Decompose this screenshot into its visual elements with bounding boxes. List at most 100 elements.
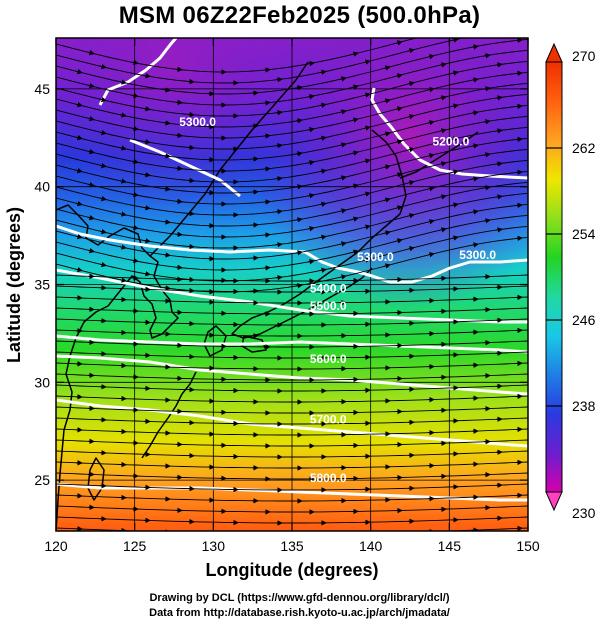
streamline-arrow xyxy=(483,119,491,125)
streamline-arrow xyxy=(439,161,447,167)
streamline xyxy=(56,483,528,491)
streamline-arrow xyxy=(131,191,139,198)
streamline-arrow xyxy=(407,246,415,252)
streamline-arrow xyxy=(87,82,95,89)
colorbar-top-triangle xyxy=(545,42,563,63)
streamline-arrow xyxy=(87,148,95,155)
streamline-arrow xyxy=(75,266,83,273)
streamline-arrow xyxy=(99,195,107,202)
streamline-arrow xyxy=(275,175,283,182)
streamline-arrow xyxy=(87,49,95,56)
y-axis-title: Latitude (degrees) xyxy=(4,207,24,363)
streamline-arrow xyxy=(427,87,435,93)
streamline-arrow xyxy=(440,31,446,32)
streamline-arrow xyxy=(119,277,127,283)
streamline xyxy=(56,192,528,249)
streamline-arrow xyxy=(295,184,303,190)
streamline-arrow xyxy=(163,219,171,225)
streamline xyxy=(56,38,528,95)
streamline xyxy=(56,362,528,370)
y-tick-label: 35 xyxy=(34,277,50,293)
contour-5700 xyxy=(56,398,528,448)
y-tick-label: 25 xyxy=(34,472,50,488)
streamline xyxy=(56,428,528,436)
streamline-arrow xyxy=(319,69,327,75)
streamline-arrow xyxy=(131,92,139,99)
streamline-arrow xyxy=(163,153,171,159)
y-tick-label: 30 xyxy=(34,374,50,390)
chart-title: MSM 06Z22Feb2025 (500.0hPa) xyxy=(118,2,481,29)
streamline-arrow xyxy=(339,241,347,247)
streamline-arrow xyxy=(175,66,183,73)
streamline-arrow xyxy=(407,114,415,120)
streamline xyxy=(56,203,528,260)
streamline-arrow xyxy=(451,38,459,43)
streamline-arrow xyxy=(439,128,447,134)
streamline-arrow xyxy=(351,51,359,57)
streamline-arrow xyxy=(295,118,303,124)
streamline xyxy=(56,461,528,469)
streamline-arrow xyxy=(163,285,171,291)
streamline-arrow xyxy=(163,120,171,126)
streamline-arrow xyxy=(471,209,479,215)
y-tick-label: 45 xyxy=(34,81,50,97)
streamline-arrow xyxy=(163,252,171,258)
streamline-arrow xyxy=(363,191,371,197)
x-tick-label: 130 xyxy=(202,538,226,554)
streamline xyxy=(56,93,528,150)
streamline-arrow xyxy=(363,257,371,263)
streamline-arrow xyxy=(75,233,83,240)
streamline-arrow xyxy=(175,99,183,106)
streamline-arrow xyxy=(407,213,415,219)
streamline-arrow xyxy=(515,202,523,209)
streamline-arrow xyxy=(515,38,523,44)
streamline-arrow xyxy=(263,199,271,205)
streamline-arrow xyxy=(427,120,435,126)
contour-5500 xyxy=(56,334,528,354)
streamline-arrow xyxy=(451,169,459,175)
streamline-arrow xyxy=(75,68,83,75)
x-tick-label: 135 xyxy=(280,538,304,554)
streamline-arrow xyxy=(131,59,139,66)
streamline-arrow xyxy=(307,160,315,166)
streamline-arrow xyxy=(451,103,459,109)
streamline-arrow xyxy=(143,205,151,211)
streamline-arrow xyxy=(131,224,139,231)
x-tick-label: 125 xyxy=(123,538,147,554)
streamline-arrow xyxy=(363,59,371,65)
streamline-arrow xyxy=(407,180,415,186)
streamline-arrow xyxy=(339,109,347,115)
streamline-arrow xyxy=(307,193,315,199)
streamline-arrow xyxy=(339,208,347,214)
streamline-arrow xyxy=(484,22,490,23)
streamline-arrow xyxy=(483,53,491,59)
streamline-arrow xyxy=(319,168,327,174)
streamline-arrow xyxy=(307,94,315,100)
streamline-arrow xyxy=(175,198,183,205)
colorbar-label: 270 xyxy=(572,48,596,64)
streamline-arrow xyxy=(515,136,523,143)
x-tick-label: 140 xyxy=(359,538,383,554)
streamline-arrow xyxy=(395,238,403,244)
contour-label: 5300.0 xyxy=(459,248,496,262)
streamline-arrow xyxy=(275,76,283,83)
contour-label: 5500.0 xyxy=(310,299,347,313)
contour-5300-north xyxy=(129,138,241,198)
colorbar: 270 262 254 246 238 230 xyxy=(545,42,596,521)
streamline-arrow xyxy=(75,101,83,108)
streamline xyxy=(56,159,528,216)
streamline-arrow xyxy=(483,218,491,224)
streamline xyxy=(56,60,528,117)
streamline-arrow xyxy=(119,145,127,151)
streamline-arrow xyxy=(515,70,523,77)
streamline-arrow xyxy=(495,227,503,233)
colorbar-bottom-triangle xyxy=(545,491,563,512)
streamline-arrow xyxy=(383,197,391,203)
contour-label: 5800.0 xyxy=(310,471,347,485)
streamline-arrow xyxy=(363,92,371,98)
streamline-arrow xyxy=(99,63,107,70)
colorbar-label: 230 xyxy=(572,505,596,521)
plot-area: 5300.0 5200.0 5300.0 5300.0 5400.0 5500.0 5600… xyxy=(56,22,528,531)
streamline-arrow xyxy=(187,177,195,184)
